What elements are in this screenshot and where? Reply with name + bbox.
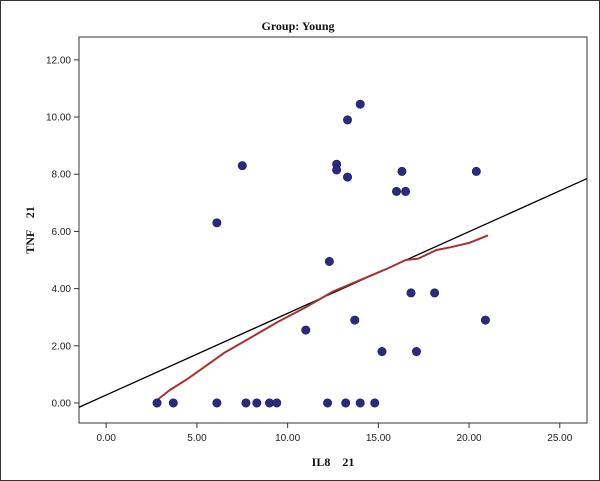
data-point (430, 288, 440, 298)
data-point (237, 161, 247, 171)
data-point (355, 99, 365, 109)
y-tick-label: 2.00 (52, 341, 72, 352)
y-tick-label: 0.00 (52, 398, 72, 409)
data-point (332, 165, 342, 175)
data-point (324, 256, 334, 266)
data-point (341, 398, 351, 408)
x-tick-label: 10.00 (275, 433, 300, 444)
plot-area (78, 36, 588, 424)
x-tick-label: 25.00 (547, 433, 572, 444)
data-point (343, 115, 353, 125)
fit-line-layer (78, 177, 588, 408)
loess-curve (156, 234, 489, 402)
y-tick-label: 12.00 (46, 55, 71, 66)
chart-title: Group: Young (261, 19, 334, 33)
data-point (391, 186, 401, 196)
data-point (272, 398, 282, 408)
data-point (406, 288, 416, 298)
x-axis-title: IL8 21 (312, 455, 355, 469)
x-tick-label: 15.00 (366, 433, 391, 444)
y-axis-title: TNF 21 (23, 206, 37, 254)
y-tick-label: 8.00 (52, 170, 72, 181)
data-points (152, 99, 490, 408)
data-point (241, 398, 251, 408)
data-point (471, 166, 481, 176)
data-point (301, 325, 311, 335)
data-point (343, 172, 353, 182)
data-point (377, 347, 387, 357)
data-point (152, 398, 162, 408)
data-point (212, 398, 222, 408)
y-tick-label: 6.00 (52, 227, 72, 238)
data-point (355, 398, 365, 408)
data-point (411, 347, 421, 357)
data-point (397, 166, 407, 176)
data-point (212, 218, 222, 228)
x-axis: 0.00 5.00 10.00 15.00 20.00 25.00 (96, 423, 573, 444)
data-point (370, 398, 380, 408)
loess-curve-layer (156, 234, 489, 402)
y-tick-label: 10.00 (46, 113, 71, 124)
data-point (480, 315, 490, 325)
data-point (350, 315, 360, 325)
x-tick-label: 5.00 (187, 433, 207, 444)
y-tick-label: 4.00 (52, 284, 72, 295)
linear-fit-line (78, 177, 588, 408)
data-point (168, 398, 178, 408)
x-tick-label: 20.00 (457, 433, 482, 444)
data-point (252, 398, 262, 408)
y-axis: 0.00 2.00 4.00 6.00 8.00 10.00 12.00 (46, 55, 79, 409)
data-point (401, 186, 411, 196)
x-tick-label: 0.00 (96, 433, 116, 444)
data-point (323, 398, 333, 408)
